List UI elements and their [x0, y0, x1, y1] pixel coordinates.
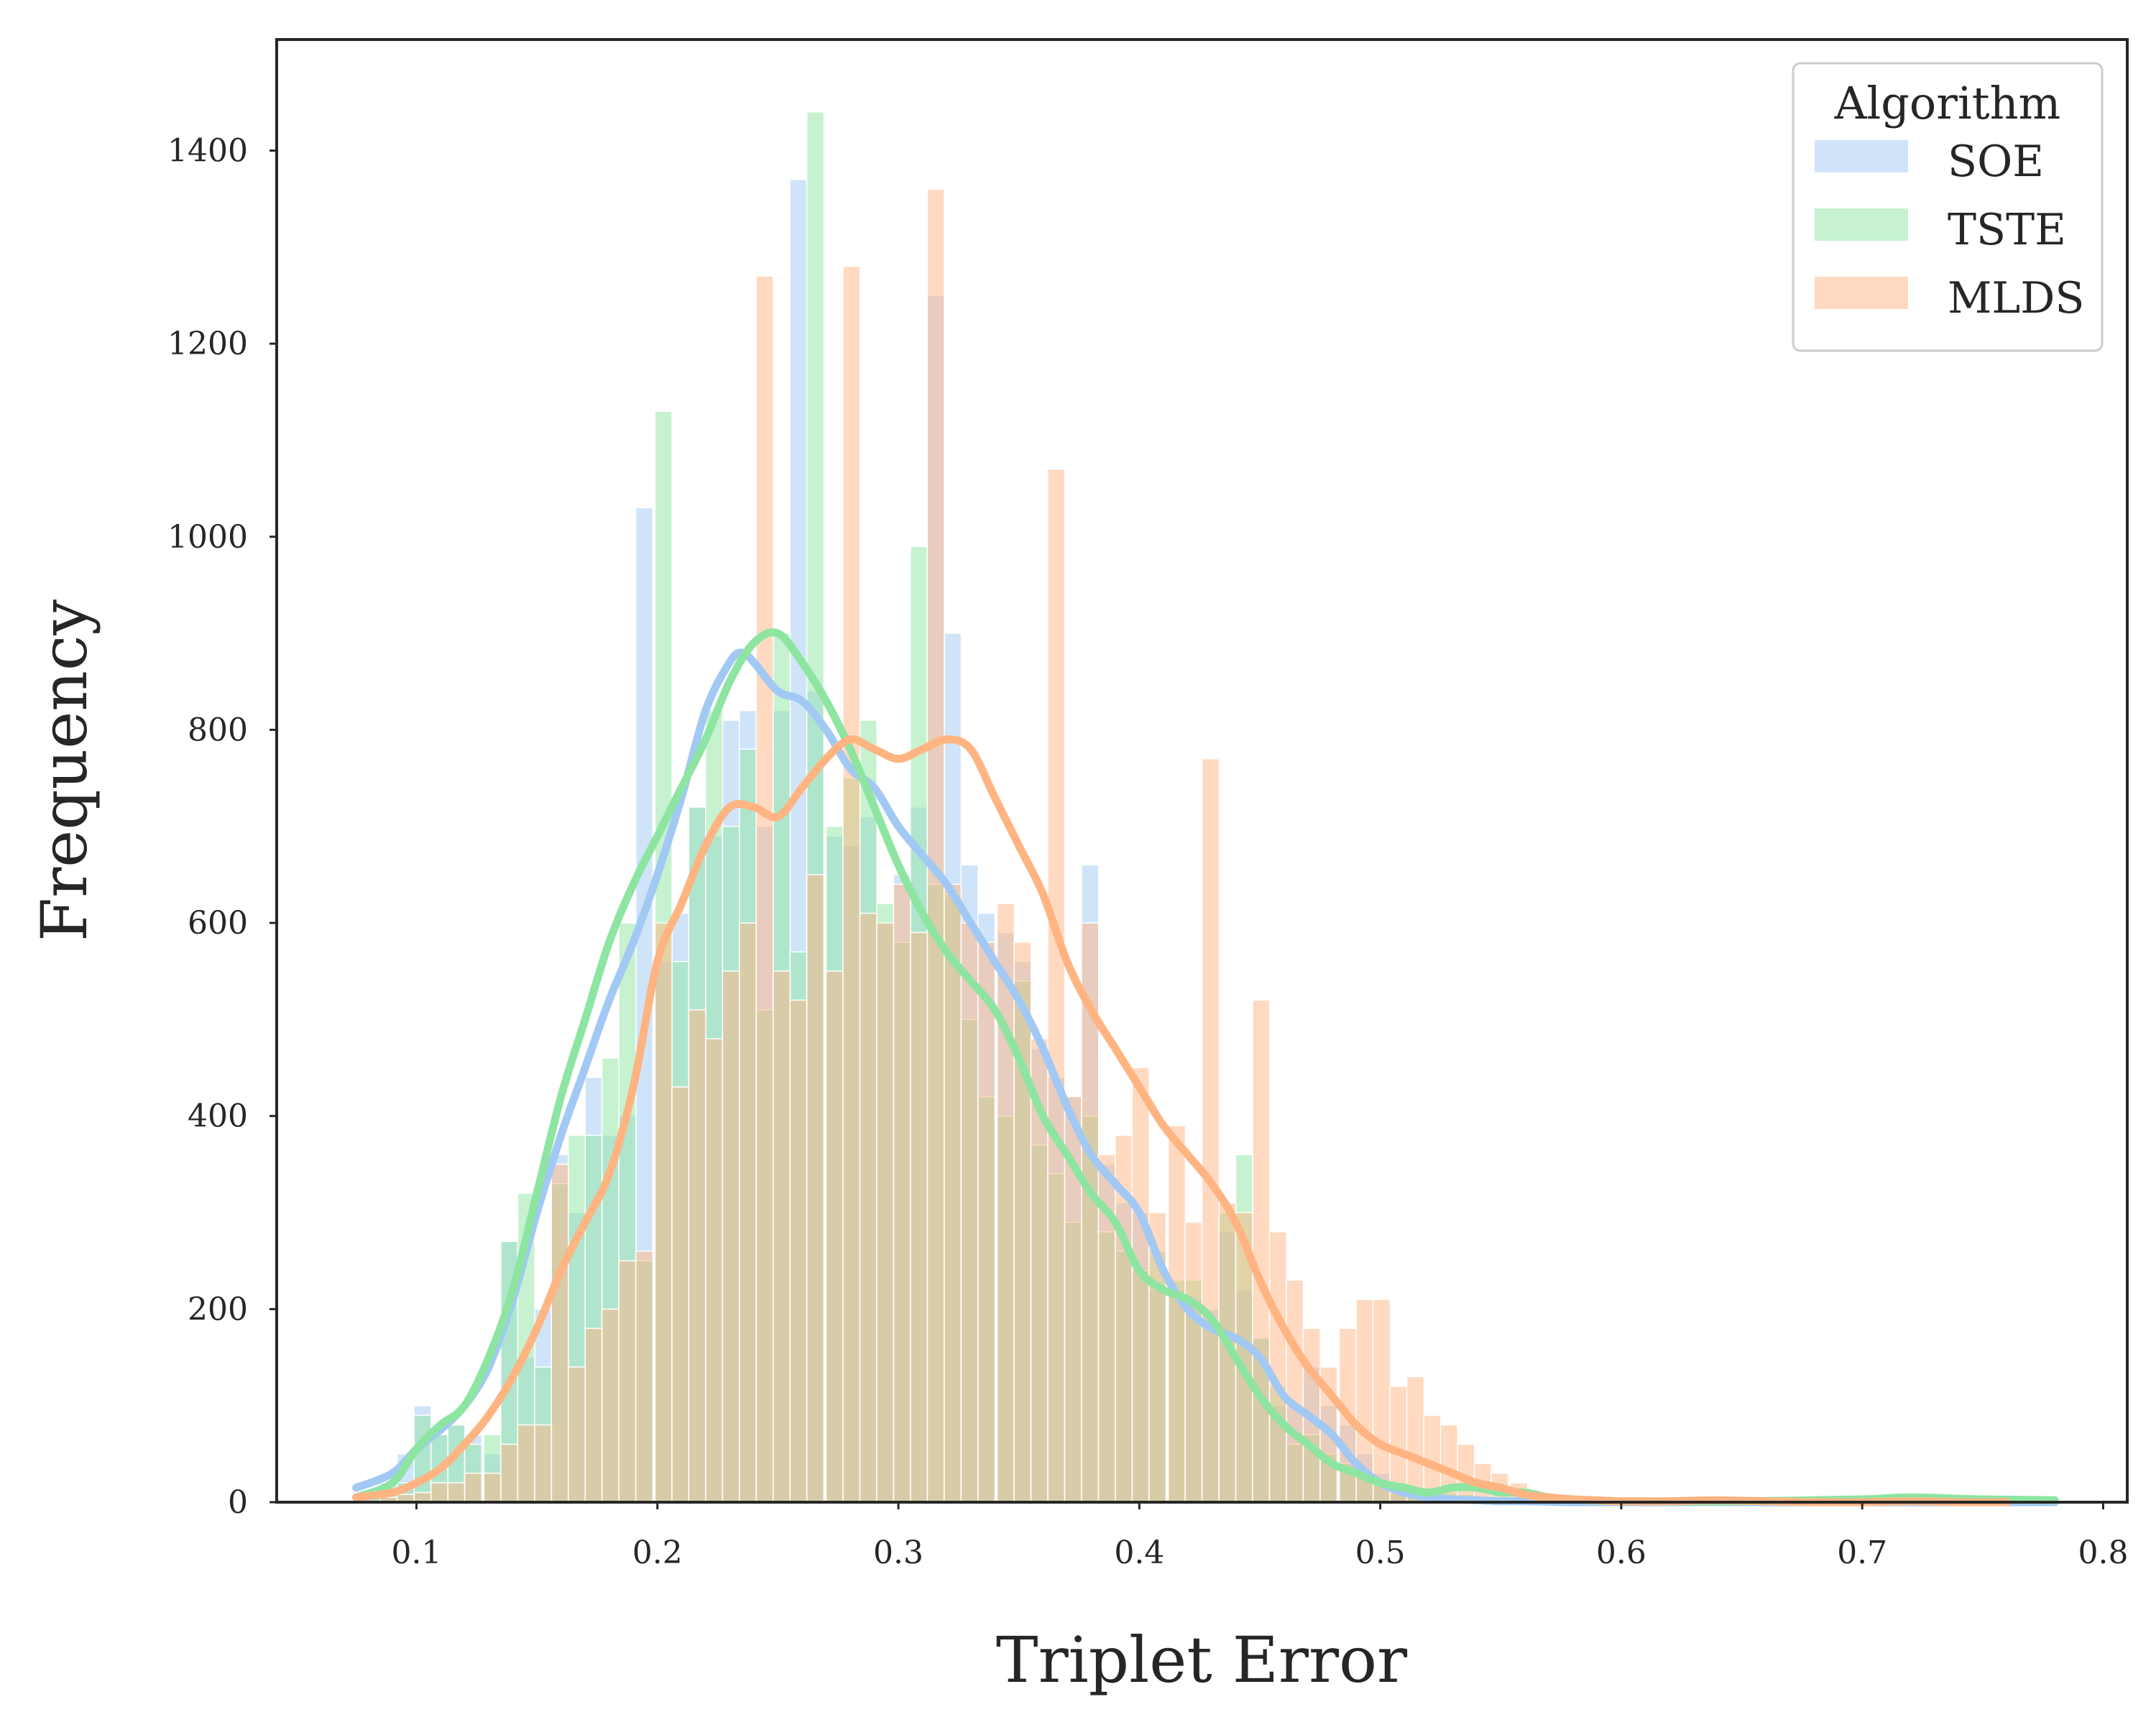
bar-mlds	[517, 1424, 535, 1503]
bar-mlds	[601, 1308, 620, 1503]
bar-mlds	[688, 1009, 706, 1503]
y-axis-title: Frequency	[27, 599, 101, 942]
legend-label-mlds: MLDS	[1948, 273, 2085, 323]
bar-mlds	[825, 970, 844, 1503]
bar-mlds	[550, 1164, 569, 1503]
bar-mlds	[859, 912, 877, 1503]
bar-mlds	[1252, 999, 1271, 1503]
x-tick-label: 0.6	[1596, 1535, 1646, 1571]
legend-label-soe: SOE	[1948, 137, 2044, 187]
bar-mlds	[1268, 1231, 1287, 1503]
x-tick-label: 0.5	[1355, 1535, 1406, 1571]
bar-mlds	[755, 275, 774, 1503]
bar-mlds	[1131, 1067, 1150, 1503]
x-tick-label: 0.4	[1114, 1535, 1164, 1571]
legend-item-mlds: MLDS	[1815, 273, 2085, 323]
bar-mlds	[1167, 1125, 1187, 1503]
y-tick-label: 1200	[167, 326, 248, 362]
plot-frame	[275, 38, 2129, 1504]
x-tick-label: 0.1	[391, 1535, 441, 1571]
bar-mlds	[926, 188, 945, 1503]
x-axis-ticks: 0.1 0.2 0.3 0.4 0.5 0.6 0.7 0.8	[391, 1502, 2128, 1571]
y-tick-label: 400	[188, 1098, 248, 1135]
bar-mlds	[1406, 1376, 1425, 1503]
x-tick-label: 0.8	[2078, 1535, 2128, 1571]
bar-mlds	[654, 922, 673, 1503]
y-tick-label: 0	[228, 1484, 248, 1521]
y-tick-label: 1000	[167, 519, 248, 556]
bar-mlds	[1372, 1299, 1391, 1503]
bar-mlds	[413, 1491, 432, 1503]
bar-mlds	[876, 922, 895, 1503]
bar-mlds	[584, 1328, 603, 1503]
y-axis-ticks: 0 200 400 600 800 1000 1200 1400	[167, 132, 277, 1521]
bar-mlds	[430, 1482, 449, 1503]
legend-item-tste: TSTE	[1815, 205, 2066, 255]
bar-mlds	[534, 1424, 553, 1503]
legend-items: SOE TSTE MLDS	[1815, 137, 2085, 323]
bar-mlds	[671, 1086, 690, 1503]
legend-swatch-soe	[1815, 140, 1908, 172]
x-tick-label: 0.7	[1837, 1535, 1887, 1571]
legend-swatch-tste	[1815, 208, 1908, 241]
y-tick-label: 600	[188, 905, 248, 942]
bar-mlds	[1201, 758, 1220, 1503]
bar-tste	[413, 1414, 432, 1503]
bar-mlds	[483, 1472, 502, 1503]
bar-mlds	[806, 874, 825, 1503]
bar-mlds	[943, 883, 962, 1503]
legend-label-tste: TSTE	[1948, 205, 2066, 255]
bar-mlds	[1286, 1279, 1304, 1503]
x-tick-label: 0.2	[632, 1535, 683, 1571]
bar-mlds	[1184, 1221, 1203, 1503]
bar-mlds	[722, 970, 740, 1503]
bar-mlds	[567, 1366, 586, 1503]
bar-mlds	[500, 1443, 519, 1503]
y-tick-label: 800	[188, 712, 248, 748]
y-tick-label: 1400	[167, 132, 248, 169]
bar-mlds	[705, 1038, 724, 1503]
y-tick-label: 200	[188, 1291, 248, 1328]
bar-mlds	[977, 942, 996, 1503]
bar-mlds	[772, 970, 791, 1503]
bar-mlds	[464, 1472, 483, 1503]
legend-title: Algorithm	[1834, 77, 2061, 129]
legend: Algorithm SOE TSTE MLDS	[1792, 62, 2104, 352]
bar-mlds	[789, 999, 808, 1503]
bar-mlds	[618, 1260, 637, 1503]
kde-curves	[352, 628, 2059, 1506]
bar-mlds	[635, 1251, 654, 1503]
bar-mlds	[910, 932, 929, 1503]
legend-swatch-mlds	[1815, 277, 1908, 309]
bar-mlds	[447, 1482, 466, 1503]
bar-mlds	[960, 922, 979, 1503]
bar-mlds	[1047, 468, 1066, 1503]
x-axis-title: Triplet Error	[996, 1623, 1408, 1697]
bar-mlds	[842, 265, 861, 1503]
legend-item-soe: SOE	[1815, 137, 2044, 187]
x-tick-label: 0.3	[873, 1535, 923, 1571]
kde-line-soe	[352, 648, 2059, 1506]
kde-line-mlds	[352, 735, 2011, 1506]
bar-mlds	[893, 883, 911, 1503]
bar-mlds	[739, 922, 757, 1503]
